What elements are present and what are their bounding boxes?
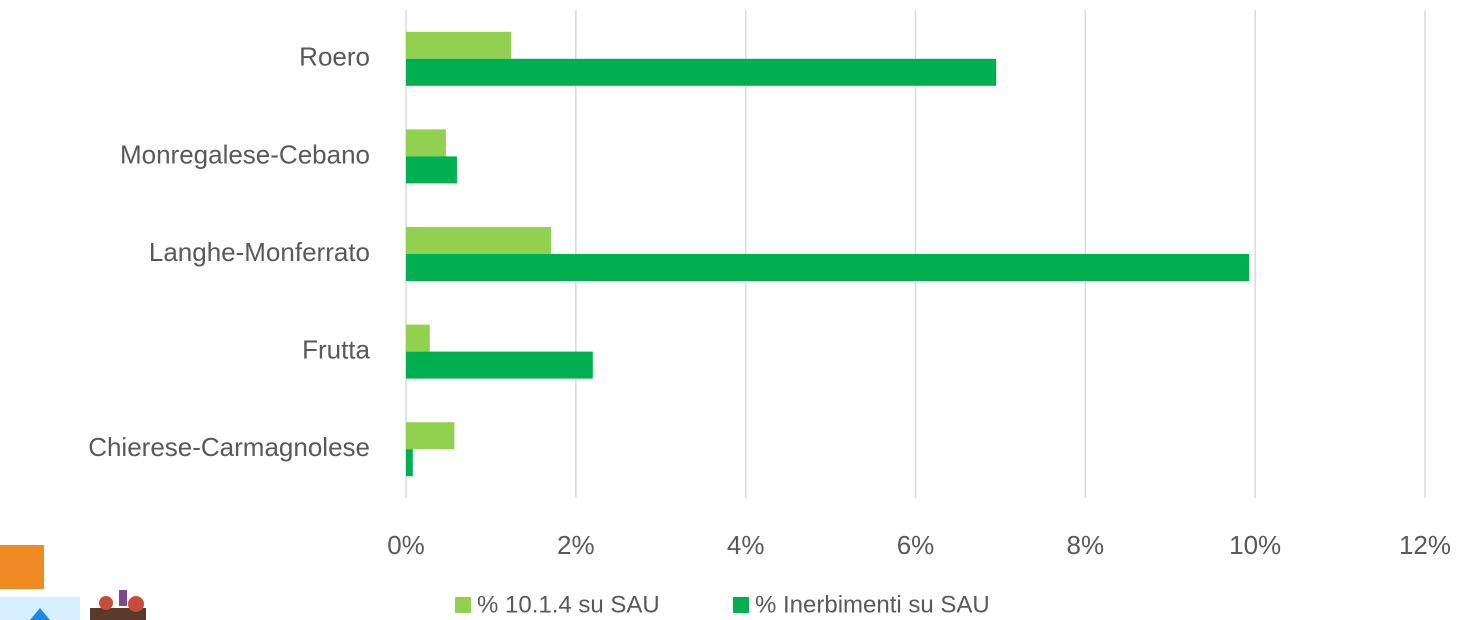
y-tick-label: Monregalese-Cebano	[120, 139, 370, 169]
y-tick-label: Chierese-Carmagnolese	[88, 432, 370, 462]
bar	[406, 254, 1250, 281]
bar	[406, 227, 552, 254]
bar	[406, 31, 512, 59]
x-tick-label: 0%	[387, 530, 425, 560]
bar	[406, 324, 430, 352]
y-tick-label: Roero	[299, 42, 370, 72]
x-tick-label: 10%	[1229, 530, 1281, 560]
x-tick-label: 8%	[1067, 530, 1105, 560]
bar	[406, 58, 997, 86]
legend-label: % 10.1.4 su SAU	[477, 591, 660, 618]
logo	[0, 545, 146, 620]
x-tick-label: 12%	[1399, 530, 1451, 560]
legend-swatch	[455, 597, 471, 613]
y-tick-label: Frutta	[302, 334, 370, 364]
y-tick-label: Langhe-Monferrato	[149, 237, 370, 267]
legend-label: % Inerbimenti su SAU	[755, 591, 990, 618]
legend-swatch	[733, 597, 749, 613]
bar	[406, 156, 457, 184]
bar	[406, 129, 446, 157]
x-tick-label: 4%	[727, 530, 765, 560]
bar	[406, 449, 413, 477]
bar	[406, 351, 593, 379]
bar	[406, 422, 455, 450]
x-tick-label: 2%	[557, 530, 595, 560]
x-tick-label: 6%	[897, 530, 935, 560]
